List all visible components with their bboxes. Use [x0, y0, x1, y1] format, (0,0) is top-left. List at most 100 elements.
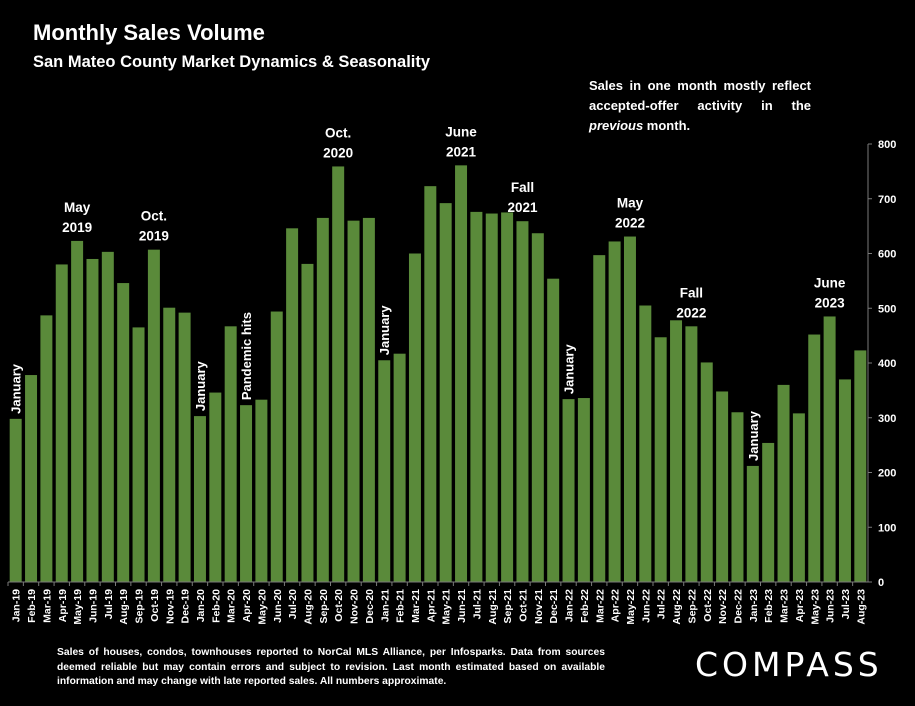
- x-tick-label-aug-21: Aug-21: [487, 589, 499, 625]
- bar-oct-19: [147, 249, 160, 583]
- bar-dec-19: [178, 312, 191, 582]
- bar-mar-19: [40, 315, 53, 582]
- bar-oct-22: [700, 362, 713, 582]
- x-tick-label-dec-21: Dec-21: [548, 589, 560, 624]
- chart-subtitle: San Mateo County Market Dynamics & Seaso…: [33, 53, 431, 71]
- bar-jul-20: [286, 228, 299, 582]
- annotation-text: January: [377, 305, 392, 356]
- x-tick-labels: Jan-19 Feb-19 Mar-19 Apr-19 May-19 Jun-19 Jul-…: [11, 589, 868, 625]
- bar-jan-22: [562, 399, 575, 582]
- bar-sep-21: [501, 212, 514, 582]
- bar-aug-23: [854, 350, 867, 582]
- bar-nov-21: [531, 233, 544, 583]
- annotation-january: January: [562, 344, 577, 395]
- x-tick-label-apr-23: Apr-23: [794, 589, 806, 622]
- bar-feb-20: [209, 392, 222, 582]
- annotation-text: January: [746, 410, 761, 461]
- y-tick-label-300: 300: [878, 413, 896, 425]
- bar-aug-20: [301, 263, 314, 582]
- x-tick-label-oct-21: Oct-21: [517, 589, 529, 622]
- y-tick-label-700: 700: [878, 194, 896, 206]
- x-tick-label-sep-22: Sep-22: [686, 589, 698, 624]
- x-tick-label-jun-19: Jun-19: [87, 589, 99, 623]
- bar-nov-22: [716, 391, 729, 582]
- x-tick-label-feb-23: Feb-23: [763, 589, 775, 623]
- annotation-line: June: [445, 124, 477, 139]
- bar-jul-23: [838, 379, 851, 582]
- annotation-january: January: [9, 363, 24, 414]
- bar-jul-22: [654, 337, 667, 582]
- bar-jun-20: [270, 311, 283, 582]
- bar-jun-19: [86, 258, 99, 582]
- x-tick-label-oct-22: Oct-22: [702, 589, 714, 622]
- annotation-line: 2022: [676, 305, 706, 320]
- bar-jun-21: [455, 165, 468, 582]
- bar-jan-21: [378, 360, 391, 582]
- x-tick-label-jun-20: Jun-20: [272, 589, 284, 623]
- y-tick-label-0: 0: [878, 577, 884, 589]
- x-tick-label-nov-19: Nov-19: [164, 589, 176, 624]
- annotation-line: 2023: [815, 295, 846, 310]
- axes-group: [7, 143, 872, 586]
- x-tick-label-feb-20: Feb-20: [210, 589, 222, 623]
- x-tick-label-may-20: May-20: [256, 589, 268, 625]
- bar-dec-20: [362, 217, 375, 582]
- annotation-january: January: [377, 305, 392, 356]
- annotation-may-2019: May 2019: [62, 200, 92, 235]
- annotation-pandemic-hits: Pandemic hits: [239, 312, 254, 400]
- annotation-line: 2019: [139, 229, 169, 244]
- annotation-line: 2021: [507, 200, 538, 215]
- bar-apr-19: [55, 264, 68, 582]
- bar-jan-23: [746, 465, 759, 582]
- x-tick-label-apr-19: Apr-19: [57, 589, 69, 622]
- x-tick-label-sep-21: Sep-21: [502, 589, 514, 624]
- bar-feb-23: [762, 442, 775, 582]
- bar-jul-19: [101, 251, 114, 583]
- annotations-group: January May 2019 Oct. 2019 January Pandemic hi…: [9, 124, 846, 461]
- x-tick-label-jun-22: Jun-22: [640, 589, 652, 623]
- x-tick-label-may-21: May-21: [441, 589, 453, 625]
- bar-mar-22: [593, 255, 606, 582]
- x-tick-label-jan-21: Jan-21: [379, 589, 391, 622]
- annotation-january: January: [193, 360, 208, 411]
- x-tick-label-oct-19: Oct-19: [149, 589, 161, 622]
- x-tick-label-nov-21: Nov-21: [533, 589, 545, 624]
- x-tick-label-dec-19: Dec-19: [180, 589, 192, 624]
- annotation-line: 2019: [62, 220, 92, 235]
- bar-may-23: [808, 334, 821, 582]
- bar-jun-22: [639, 305, 652, 582]
- y-tick-label-400: 400: [878, 358, 896, 370]
- annotation-line: June: [814, 275, 846, 290]
- annotation-text: January: [193, 360, 208, 411]
- x-tick-label-oct-20: Oct-20: [333, 589, 345, 622]
- bar-apr-20: [240, 405, 253, 582]
- annotation-line: Oct.: [325, 125, 351, 140]
- bar-feb-21: [393, 353, 406, 582]
- annotation-june-2023: June 2023: [814, 275, 846, 310]
- y-tick-label-800: 800: [878, 139, 896, 151]
- note-prefix: Sales in one month mostly reflect accept…: [589, 78, 811, 113]
- x-tick-label-may-22: May-22: [625, 589, 637, 625]
- bar-may-20: [255, 399, 268, 582]
- x-tick-label-aug-22: Aug-22: [671, 589, 683, 625]
- note-emphasis: previous: [589, 118, 644, 133]
- annotation-line: Fall: [680, 285, 703, 300]
- compass-logo: COMPASS: [695, 645, 883, 684]
- x-tick-label-jul-21: Jul-21: [471, 589, 483, 620]
- x-tick-label-aug-19: Aug-19: [118, 589, 130, 625]
- x-tick-label-sep-20: Sep-20: [318, 589, 330, 624]
- chart-title: Monthly Sales Volume: [33, 20, 265, 45]
- bar-oct-21: [516, 221, 529, 582]
- x-tick-label-mar-23: Mar-23: [779, 589, 791, 623]
- x-tick-label-aug-23: Aug-23: [855, 589, 867, 625]
- annotation-line: 2020: [323, 145, 353, 160]
- bar-aug-22: [670, 320, 683, 582]
- annotation-text: Pandemic hits: [239, 312, 254, 400]
- x-tick-label-jul-23: Jul-23: [840, 589, 852, 620]
- bar-aug-21: [485, 213, 498, 582]
- annotation-january: January: [746, 410, 761, 461]
- bar-sep-22: [685, 326, 698, 582]
- bar-jul-21: [470, 211, 483, 582]
- annotation-line: 2021: [446, 144, 477, 159]
